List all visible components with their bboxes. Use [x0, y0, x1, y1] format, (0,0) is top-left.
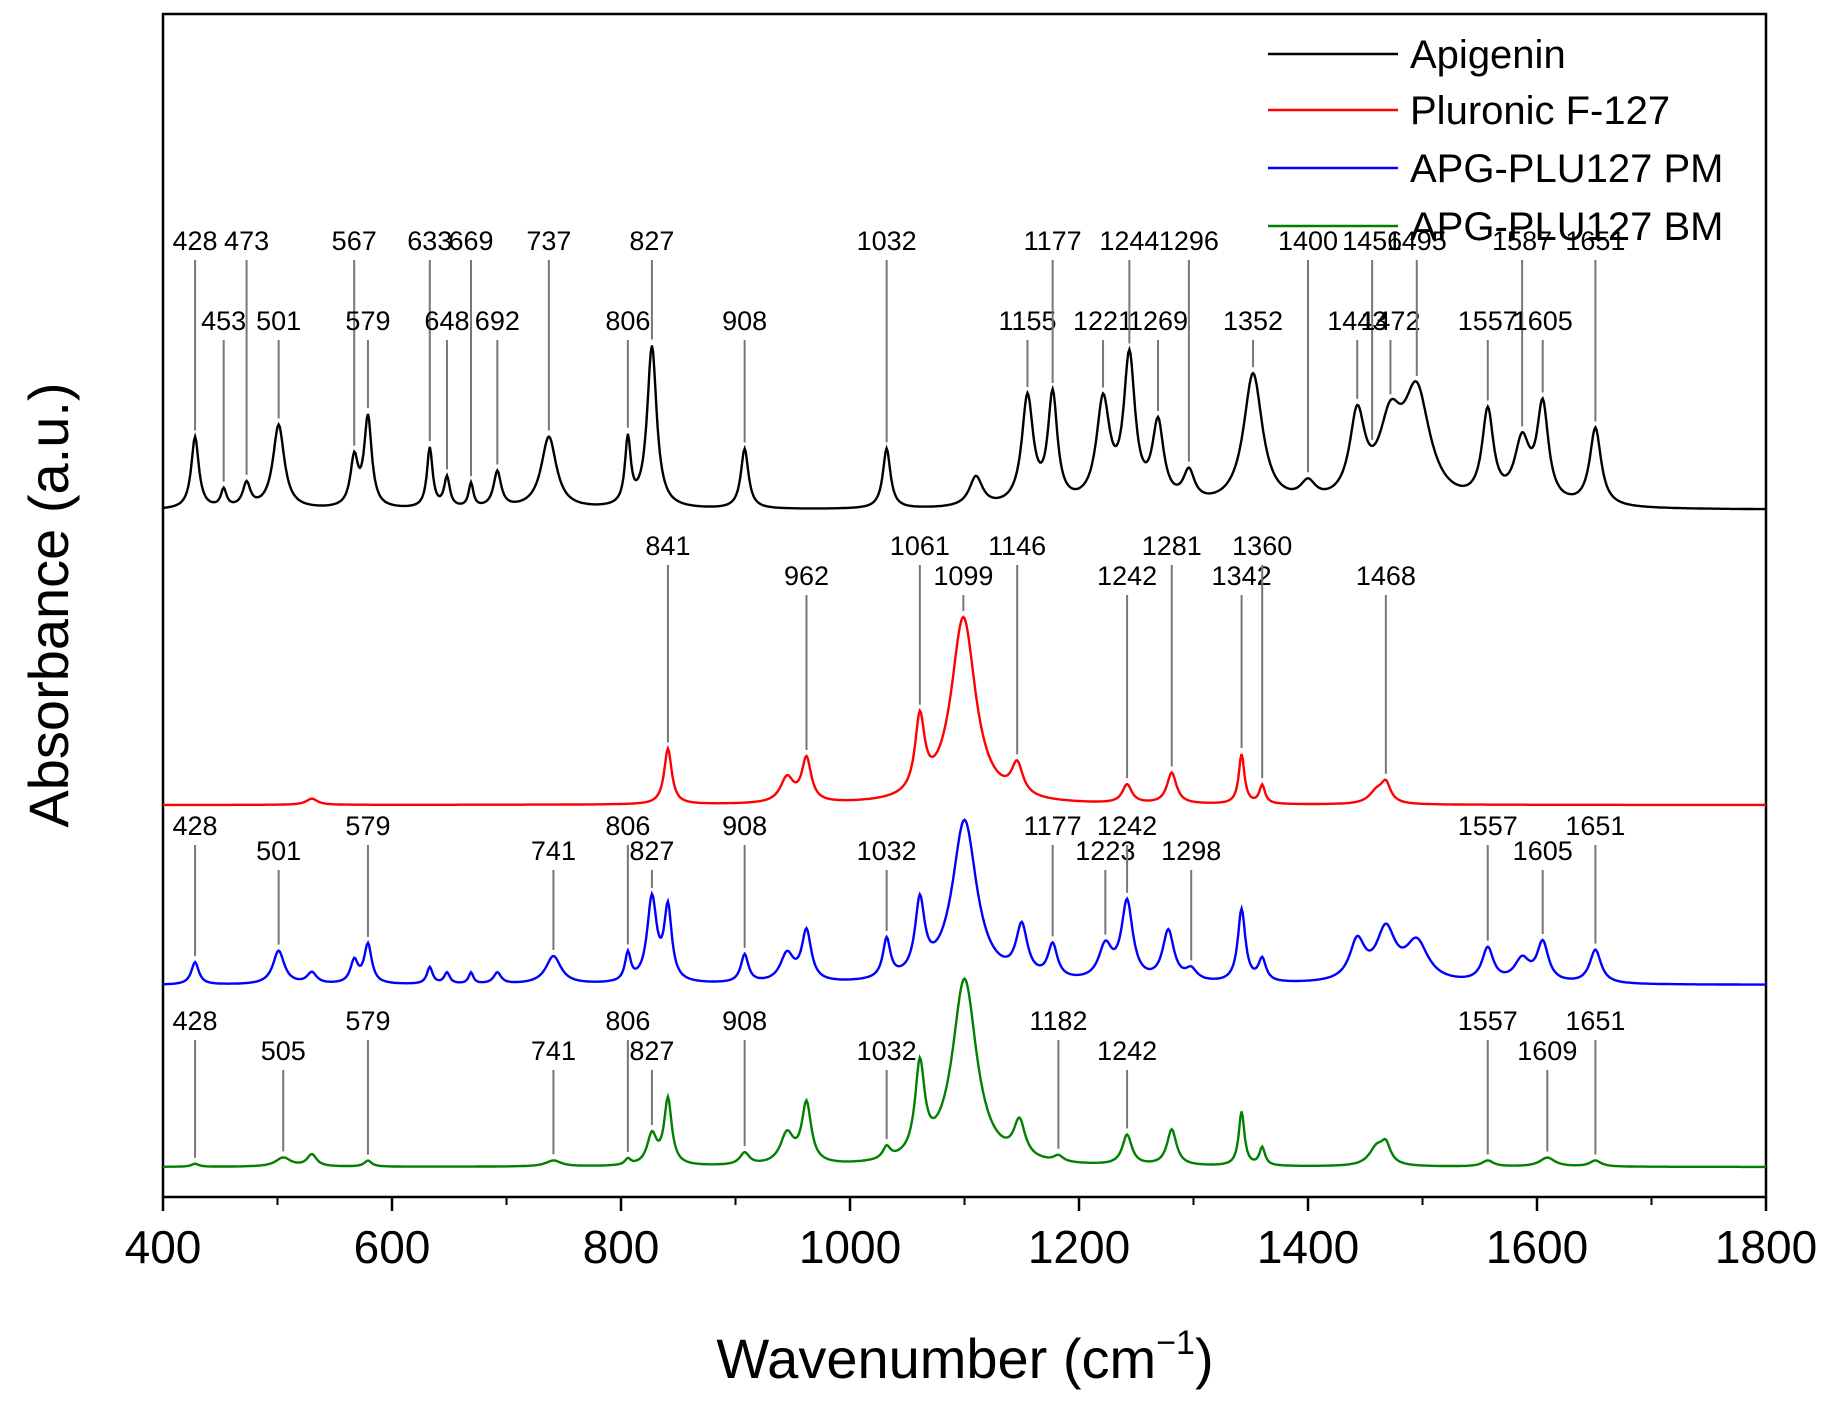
- peak-label-2-12: 1557: [1458, 811, 1518, 841]
- peak-label-3-7: 1032: [857, 1036, 917, 1066]
- peak-label-2-4: 806: [605, 811, 650, 841]
- peak-label-0-16: 1177: [1024, 226, 1082, 256]
- peak-label-3-10: 1557: [1458, 1006, 1518, 1036]
- peak-label-3-5: 827: [629, 1036, 674, 1066]
- legend-label-2: APG-PLU127 PM: [1410, 147, 1723, 191]
- x-tick-label-4: 1200: [1028, 1221, 1130, 1273]
- peak-label-0-6: 633: [407, 226, 452, 256]
- peak-label-2-14: 1651: [1565, 811, 1625, 841]
- trace-0: [162, 345, 1766, 511]
- peak-label-1-9: 1468: [1356, 561, 1416, 591]
- peak-label-3-4: 806: [605, 1006, 650, 1036]
- x-tick-label-7: 1800: [1715, 1221, 1817, 1273]
- peak-label-0-18: 1244: [1099, 226, 1159, 256]
- x-axis-title-main: Wavenumber (cm: [716, 1327, 1156, 1390]
- peak-label-1-4: 1146: [988, 531, 1046, 561]
- peak-label-0-9: 692: [475, 306, 520, 336]
- peak-label-0-2: 473: [224, 226, 269, 256]
- peak-label-2-6: 908: [722, 811, 767, 841]
- peak-label-2-7: 1032: [857, 836, 917, 866]
- legend-label-3: APG-PLU127 BM: [1410, 205, 1723, 249]
- peak-label-2-3: 741: [531, 836, 576, 866]
- peak-label-3-0: 428: [173, 1006, 218, 1036]
- x-axis: 400 600 800 1000 1200 1400 1600 1800: [125, 1197, 1817, 1273]
- peak-label-2-1: 501: [256, 836, 301, 866]
- peak-label-2-2: 579: [345, 811, 390, 841]
- peak-label-1-5: 1242: [1097, 561, 1157, 591]
- trace-2: [163, 818, 1766, 986]
- peak-label-0-17: 1221: [1073, 306, 1133, 336]
- x-tick-label-5: 1400: [1257, 1221, 1359, 1273]
- legend-label-0: Apigenin: [1410, 33, 1566, 77]
- peak-label-0-3: 501: [256, 306, 301, 336]
- legend: Apigenin Pluronic F-127 APG-PLU127 PM APG-P…: [1268, 33, 1723, 249]
- peak-label-1-1: 962: [784, 561, 829, 591]
- x-tick-label-0: 400: [125, 1221, 202, 1273]
- peak-label-2-8: 1177: [1024, 811, 1082, 841]
- peak-label-3-3: 741: [531, 1036, 576, 1066]
- plot-frame: [161, 12, 1768, 1199]
- peak-label-0-5: 579: [345, 306, 390, 336]
- peak-label-3-9: 1242: [1097, 1036, 1157, 1066]
- x-axis-title-close: ): [1195, 1327, 1214, 1390]
- x-tick-label-2: 800: [583, 1221, 660, 1273]
- peak-label-0-0: 428: [173, 226, 218, 256]
- x-axis-title-superscript: −1: [1156, 1324, 1195, 1362]
- peak-label-3-11: 1609: [1517, 1036, 1577, 1066]
- x-axis-title: Wavenumber (cm−1): [716, 1324, 1213, 1390]
- trace-3: [163, 977, 1766, 1169]
- x-tick-label-3: 1000: [799, 1221, 901, 1273]
- peak-label-1-8: 1360: [1232, 531, 1292, 561]
- peak-label-2-10: 1242: [1097, 811, 1157, 841]
- peak-label-1-3: 1099: [933, 561, 993, 591]
- trace-1: [163, 615, 1766, 807]
- peak-label-1-0: 841: [645, 531, 690, 561]
- peak-label-0-29: 1605: [1513, 306, 1573, 336]
- peak-label-0-4: 567: [332, 226, 377, 256]
- peak-label-0-12: 827: [629, 226, 674, 256]
- peak-label-0-19: 1269: [1128, 306, 1188, 336]
- peak-label-0-22: 1400: [1278, 226, 1338, 256]
- peak-label-2-13: 1605: [1513, 836, 1573, 866]
- peak-label-0-21: 1352: [1223, 306, 1283, 336]
- peak-labels-layer: 4284534735015675796336486696927378068279…: [173, 226, 1625, 1158]
- peak-label-0-23: 1443: [1327, 306, 1387, 336]
- peak-label-2-5: 827: [629, 836, 674, 866]
- peak-label-0-26: 1495: [1387, 226, 1447, 256]
- peak-label-3-8: 1182: [1029, 1006, 1087, 1036]
- peak-label-2-11: 1298: [1161, 836, 1221, 866]
- peak-label-0-20: 1296: [1159, 226, 1219, 256]
- peak-label-3-2: 579: [345, 1006, 390, 1036]
- peak-label-0-27: 1557: [1458, 306, 1518, 336]
- x-tick-label-1: 600: [354, 1221, 431, 1273]
- peak-label-0-30: 1651: [1565, 226, 1625, 256]
- peak-label-0-1: 453: [201, 306, 246, 336]
- peak-label-0-11: 806: [605, 306, 650, 336]
- peak-label-3-1: 505: [261, 1036, 306, 1066]
- peak-label-0-28: 1587: [1492, 226, 1552, 256]
- peak-label-0-14: 1032: [857, 226, 917, 256]
- peak-label-0-8: 669: [448, 226, 493, 256]
- y-axis-title: Absorbance (a.u.): [17, 382, 80, 827]
- peak-label-0-7: 648: [424, 306, 469, 336]
- peak-label-0-24: 1456: [1342, 226, 1402, 256]
- peak-label-3-12: 1651: [1565, 1006, 1625, 1036]
- peak-label-1-2: 1061: [890, 531, 950, 561]
- x-tick-label-6: 1600: [1486, 1221, 1588, 1273]
- peak-label-2-9: 1223: [1075, 836, 1135, 866]
- peak-label-2-0: 428: [173, 811, 218, 841]
- peak-label-0-10: 737: [526, 226, 571, 256]
- peak-label-0-25: 1472: [1360, 306, 1420, 336]
- legend-label-1: Pluronic F-127: [1410, 89, 1670, 133]
- peak-label-0-15: 1155: [998, 306, 1056, 336]
- peak-label-0-13: 908: [722, 306, 767, 336]
- traces-layer: [162, 345, 1766, 1169]
- peak-label-3-6: 908: [722, 1006, 767, 1036]
- peak-label-1-6: 1281: [1142, 531, 1202, 561]
